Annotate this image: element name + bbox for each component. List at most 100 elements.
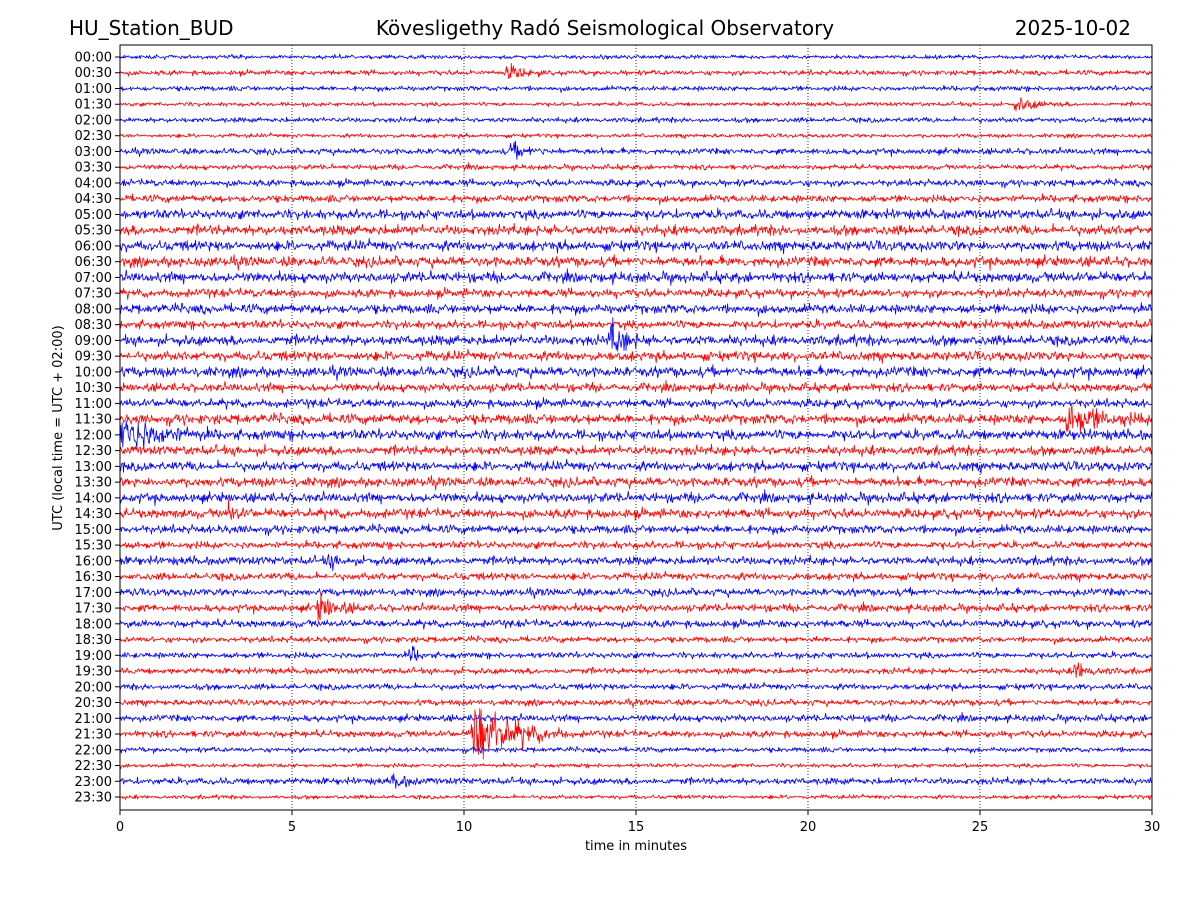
- trace-0430: [119, 193, 1152, 206]
- y-tick-label: 19:00: [75, 649, 112, 664]
- trace-0400: [119, 177, 1153, 189]
- y-tick-label: 11:30: [75, 413, 112, 428]
- y-tick-label: 20:30: [75, 696, 112, 711]
- x-tick-label: 30: [1144, 820, 1161, 835]
- trace-1930: [119, 662, 1152, 678]
- y-tick-label: 21:30: [75, 728, 112, 743]
- y-tick-label: 09:00: [75, 334, 112, 349]
- trace-1130: [119, 405, 1153, 434]
- trace-0830: [119, 318, 1153, 331]
- y-tick-label: 10:30: [75, 381, 112, 396]
- y-tick-label: 21:00: [75, 712, 112, 727]
- y-tick-label: 04:30: [75, 192, 112, 207]
- y-tick-label: 08:00: [75, 302, 112, 317]
- y-tick-label: 22:00: [75, 743, 112, 758]
- x-tick-label: 5: [288, 820, 296, 835]
- trace-1430: [119, 499, 1153, 521]
- y-tick-label: 02:30: [75, 129, 112, 144]
- y-tick-label: 15:00: [75, 523, 112, 538]
- y-tick-label: 16:30: [75, 570, 112, 585]
- trace-0600: [119, 237, 1153, 255]
- y-tick-label: 05:00: [75, 208, 112, 223]
- x-tick-label: 25: [972, 820, 989, 835]
- y-tick-label: 11:00: [75, 397, 112, 412]
- y-tick-label: 01:30: [75, 98, 112, 113]
- trace-0100: [119, 84, 1153, 93]
- x-tick-label: 10: [456, 820, 473, 835]
- x-tick-label: 15: [628, 820, 645, 835]
- y-tick-label: 01:00: [75, 82, 112, 97]
- y-tick-label: 17:00: [75, 586, 112, 601]
- y-tick-label: 00:00: [75, 51, 112, 66]
- y-tick-label: 00:30: [75, 66, 112, 81]
- y-tick-label: 10:00: [75, 365, 112, 380]
- y-tick-label: 03:30: [75, 161, 112, 176]
- y-tick-label: 19:30: [75, 665, 112, 680]
- trace-1830: [119, 635, 1152, 645]
- y-tick-label: 15:30: [75, 539, 112, 554]
- x-axis-label: time in minutes: [585, 839, 687, 854]
- trace-0130: [119, 97, 1153, 112]
- trace-1300: [119, 458, 1153, 475]
- y-tick-label: 23:00: [75, 775, 112, 790]
- y-tick-label: 03:00: [75, 145, 112, 160]
- y-tick-label: 04:00: [75, 176, 112, 191]
- trace-1530: [119, 539, 1153, 551]
- trace-0730: [119, 286, 1153, 300]
- y-tick-label: 14:00: [75, 491, 112, 506]
- trace-1500: [119, 523, 1152, 537]
- trace-2000: [119, 681, 1153, 692]
- trace-1730: [119, 592, 1153, 622]
- y-tick-label: 06:30: [75, 255, 112, 270]
- y-tick-label: 07:00: [75, 271, 112, 286]
- trace-2100: [119, 712, 1153, 725]
- y-tick-label: 09:30: [75, 350, 112, 365]
- trace-1330: [119, 474, 1153, 491]
- trace-1800: [119, 618, 1153, 630]
- y-tick-label: 18:00: [75, 617, 112, 632]
- trace-0300: [119, 140, 1153, 160]
- trace-0900: [119, 317, 1153, 352]
- y-tick-label: 18:30: [75, 633, 112, 648]
- trace-0700: [119, 268, 1153, 286]
- trace-0000: [119, 53, 1153, 61]
- y-tick-label: 14:30: [75, 507, 112, 522]
- y-tick-label: 06:00: [75, 239, 112, 254]
- trace-0500: [119, 207, 1153, 221]
- y-tick-label: 07:30: [75, 287, 112, 302]
- y-tick-label: 23:30: [75, 791, 112, 806]
- trace-0800: [119, 302, 1153, 317]
- y-axis-label: UTC (local time = UTC + 02:00): [51, 325, 66, 530]
- y-tick-label: 12:30: [75, 444, 112, 459]
- observatory-title: Kövesligethy Radó Seismological Observat…: [376, 16, 834, 40]
- trace-2030: [119, 697, 1152, 709]
- trace-1200: [119, 420, 1153, 450]
- x-tick-label: 20: [800, 820, 817, 835]
- trace-1100: [119, 396, 1153, 411]
- trace-1700: [119, 586, 1153, 599]
- trace-1630: [119, 570, 1152, 583]
- trace-1000: [119, 364, 1153, 381]
- y-tick-label: 05:30: [75, 224, 112, 239]
- plot-frame: [119, 44, 1153, 811]
- y-tick-label: 12:00: [75, 428, 112, 443]
- trace-1600: [119, 554, 1153, 572]
- trace-1900: [119, 645, 1153, 661]
- x-tick-label: 0: [116, 820, 124, 835]
- trace-0630: [119, 254, 1153, 271]
- trace-0030: [119, 63, 1153, 79]
- trace-2200: [119, 746, 1153, 754]
- trace-2330: [119, 793, 1153, 801]
- date-title: 2025-10-02: [1015, 16, 1131, 40]
- y-tick-label: 02:00: [75, 113, 112, 128]
- trace-0330: [119, 162, 1153, 172]
- station-title: HU_Station_BUD: [69, 16, 234, 40]
- trace-1230: [119, 443, 1153, 458]
- y-tick-label: 20:00: [75, 680, 112, 695]
- trace-2300: [119, 773, 1153, 789]
- y-tick-label: 08:30: [75, 318, 112, 333]
- trace-1030: [119, 379, 1152, 395]
- trace-2130: [119, 708, 1153, 760]
- y-tick-label: 17:30: [75, 602, 112, 617]
